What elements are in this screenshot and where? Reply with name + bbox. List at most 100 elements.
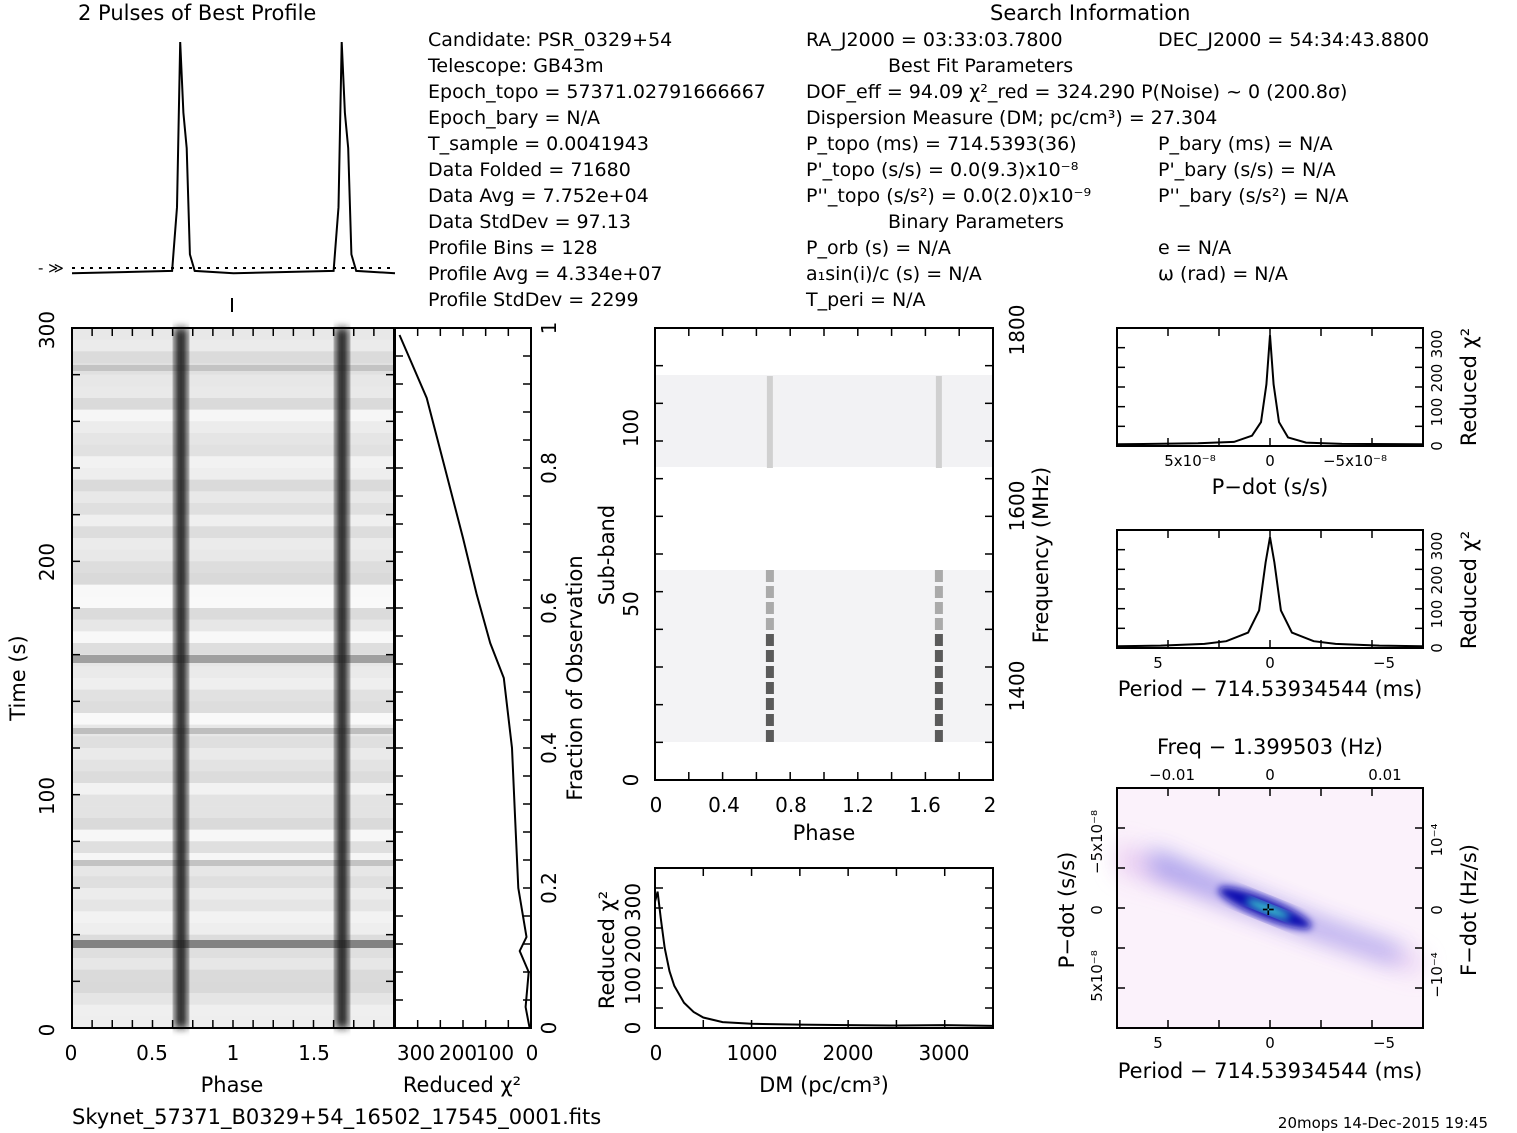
tc-ytick-0.4: 0.4 (537, 732, 561, 764)
pp-x2tick-pos: 0.01 (1368, 766, 1401, 784)
time-phase-row (72, 409, 394, 422)
pdot-series-line (1116, 335, 1424, 446)
pp-y2tick-0: 0 (1428, 905, 1446, 915)
sp-ytick-50: 50 (619, 591, 643, 616)
info-binary-heading: Binary Parameters (888, 211, 1064, 233)
dm-ytick-0: 0 (621, 1022, 645, 1035)
pp-ytick-0: 0 (1088, 905, 1106, 915)
time-phase-row (72, 421, 394, 433)
pc-ytick-0: 0 (1428, 643, 1446, 653)
time-phase-row (72, 736, 394, 748)
profile-plot: - ≫ (38, 41, 396, 312)
time-phase-row (72, 759, 394, 772)
tp-ylabel: Time (s) (6, 635, 30, 721)
time-chi2-series-line (398, 334, 531, 1029)
tc-ytick-1: 1 (537, 322, 561, 335)
period-pdot-plot: ✛ −0.01 0 0.01 Freq − 1.399503 (Hz) 5 0 … (1055, 735, 1481, 1083)
sp-xtick-2: 2 (984, 793, 997, 817)
time-phase-row (72, 503, 394, 515)
dm-xtick-1000: 1000 (727, 1041, 778, 1065)
info-a1sini: a₁sin(i)/c (s) = N/A (806, 263, 982, 285)
time-phase-row (72, 584, 394, 597)
subband-pulse-seg (765, 666, 774, 678)
dm-frame (654, 867, 994, 1029)
subband-upper-band (655, 375, 993, 467)
sp-y2tick-1800: 1800 (1005, 305, 1029, 356)
pp-ylabel: P−dot (s/s) (1055, 852, 1079, 969)
time-phase-row (72, 993, 394, 1005)
time-phase-row (72, 573, 394, 585)
subband-pulse-seg (934, 618, 943, 630)
subband-pulse-seg (934, 682, 943, 694)
time-phase-rows (72, 328, 394, 1028)
pc-xtick-5: 5 (1153, 654, 1163, 672)
subband-pulse-seg (765, 698, 774, 710)
subband-pulse-seg (765, 570, 774, 582)
time-phase-row (72, 351, 394, 363)
info-data-avg: Data Avg = 7.752e+04 (428, 185, 649, 207)
tc-xlabel: Reduced χ² (403, 1073, 521, 1097)
time-phase-row (72, 1004, 394, 1017)
subband-pulse-seg (765, 714, 774, 726)
info-column-2: RA_J2000 = 03:33:03.7800 Best Fit Parame… (805, 29, 1347, 311)
pdot-ticks (1116, 327, 1424, 447)
dm-chi2-plot: 0 1000 2000 3000 0 100 200 300 DM (pc/cm… (595, 867, 994, 1097)
dm-xtick-0: 0 (650, 1041, 663, 1065)
sp-xtick-0: 0 (650, 793, 663, 817)
dm-ytick-300: 300 (621, 883, 645, 921)
tp-ytick-100: 100 (35, 777, 59, 815)
time-phase-row (72, 818, 394, 830)
subband-pulse-upper (935, 376, 942, 468)
sp-ylabel: Sub-band (595, 505, 619, 605)
tc-xtick-200: 200 (439, 1041, 477, 1065)
info-column-3: DEC_J2000 = 54:34:43.8800 P_bary (ms) = … (1158, 29, 1429, 285)
tc-ytick-0.2: 0.2 (537, 872, 561, 904)
pd-ylabel: Reduced χ² (1457, 328, 1481, 446)
sp-xtick-1.6: 1.6 (909, 793, 941, 817)
time-chi2-ticks (394, 327, 532, 1029)
subband-pulse-seg (934, 570, 943, 582)
pd-ytick-300: 300 (1428, 330, 1446, 359)
time-phase-row (72, 946, 394, 958)
time-phase-row (72, 433, 394, 445)
time-phase-row (72, 876, 394, 888)
info-dm: Dispersion Measure (DM; pc/cm³) = 27.304 (806, 107, 1217, 129)
info-pdot-bary: P'_bary (s/s) = N/A (1158, 159, 1336, 181)
subband-pulse-seg (765, 682, 774, 694)
time-phase-row (72, 608, 394, 620)
pp-ytick-pos: 5x10⁻⁸ (1088, 950, 1106, 1001)
time-phase-row (72, 969, 394, 982)
time-phase-row (72, 713, 394, 725)
subband-pulse-seg (934, 666, 943, 678)
profile-title: 2 Pulses of Best Profile (78, 1, 316, 25)
time-phase-row (72, 561, 394, 573)
time-phase-row (72, 538, 394, 550)
subband-pulse-upper (766, 376, 773, 468)
info-dof: DOF_eff = 94.09 χ²_red = 324.290 P(Noise… (806, 81, 1347, 103)
tc-ytick-0: 0 (537, 1022, 561, 1035)
info-pdot-topo: P'_topo (s/s) = 0.0(9.3)x10⁻⁸ (806, 159, 1078, 181)
time-phase-row (72, 374, 394, 387)
time-phase-row (72, 386, 394, 398)
pp-best-marker: ✛ (1262, 901, 1275, 919)
time-chi2-plot: 300 200 100 0 0 0.2 0.4 0.6 0.8 1 Reduce… (394, 322, 587, 1097)
time-phase-row (72, 643, 394, 655)
tc-ylabel: Fraction of Observation (563, 555, 587, 800)
search-info-title: Search Information (990, 1, 1190, 25)
pd-xtick-neg: −5x10⁻⁸ (1323, 452, 1387, 470)
subband-pulse-seg (934, 698, 943, 710)
subband-pulse-seg (934, 634, 943, 646)
info-candidate: Candidate: PSR_0329+54 (428, 29, 672, 51)
pulse-stripe-2 (336, 328, 348, 1028)
time-phase-row (72, 491, 394, 503)
tp-xtick-2: 1 (227, 1041, 240, 1065)
time-phase-row (72, 479, 394, 492)
dm-xtick-2000: 2000 (823, 1041, 874, 1065)
info-tsample: T_sample = 0.0041943 (427, 133, 649, 155)
pd-ytick-100: 100 (1428, 398, 1446, 427)
time-phase-row (72, 806, 394, 818)
time-phase-row (72, 899, 394, 912)
tc-ytick-0.6: 0.6 (537, 592, 561, 624)
sp-xtick-0.8: 0.8 (775, 793, 807, 817)
time-phase-bright-row (72, 940, 394, 948)
